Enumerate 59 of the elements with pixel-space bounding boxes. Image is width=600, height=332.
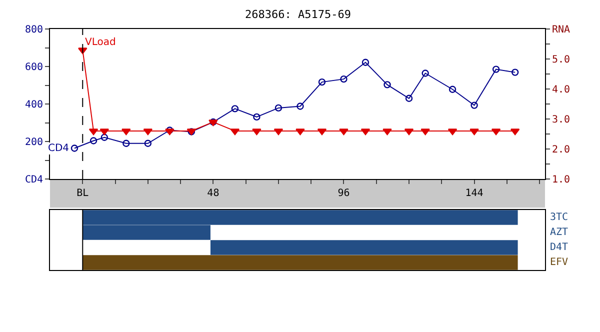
point xyxy=(511,68,519,76)
series-label: VLoad xyxy=(85,37,116,48)
point xyxy=(382,128,392,136)
point xyxy=(420,128,430,136)
point xyxy=(100,128,110,136)
point xyxy=(470,128,479,136)
point xyxy=(296,102,304,110)
y2-tick-label: 2.0 xyxy=(552,144,570,156)
x-tick-label: BL xyxy=(76,188,89,199)
point xyxy=(448,128,458,136)
y-tick-label: CD4 xyxy=(24,174,43,186)
point xyxy=(492,66,500,73)
y2-tick-label: 3.0 xyxy=(552,114,570,126)
point xyxy=(448,86,456,93)
x-tick-label: 96 xyxy=(338,188,350,199)
point xyxy=(360,128,370,136)
point xyxy=(339,128,348,136)
point xyxy=(143,128,153,136)
point xyxy=(405,94,413,102)
y-tick-label: AZT xyxy=(550,227,568,238)
x-tick-label: 48 xyxy=(207,188,220,199)
y-tick-label: 400 xyxy=(24,100,43,110)
point xyxy=(252,128,262,136)
point xyxy=(384,81,391,88)
y2-tick-label: 4.0 xyxy=(552,84,570,96)
y-tick-label: EFV xyxy=(550,257,568,268)
y2-tick-label: 5.0 xyxy=(552,54,570,66)
y2-tick-label: RNA xyxy=(552,24,570,36)
point xyxy=(274,128,284,136)
y2-tick-label: 1.0 xyxy=(552,174,570,186)
y-tick-label: D4T xyxy=(550,242,568,253)
point xyxy=(362,58,370,66)
point xyxy=(122,128,131,136)
point xyxy=(88,128,98,136)
point xyxy=(122,140,130,147)
series-label: CD4 xyxy=(48,143,70,154)
y-tick-label: 3TC xyxy=(550,212,568,223)
point xyxy=(510,128,520,136)
point xyxy=(90,137,98,144)
point xyxy=(230,128,240,136)
point xyxy=(422,70,429,77)
point xyxy=(491,128,501,136)
point xyxy=(317,128,327,136)
y-tick-label: 800 xyxy=(24,24,43,36)
point xyxy=(318,78,326,86)
point xyxy=(296,128,305,136)
chart-title: 268366: A5175-69 xyxy=(245,8,351,21)
y-tick-label: 600 xyxy=(24,62,43,73)
x-tick-label: 144 xyxy=(465,188,484,199)
point xyxy=(470,102,478,109)
y-tick-label: 200 xyxy=(24,137,43,148)
point xyxy=(70,144,78,152)
point xyxy=(340,75,348,83)
point xyxy=(274,104,282,112)
point xyxy=(404,128,414,136)
point xyxy=(231,105,239,112)
point xyxy=(100,134,108,141)
point xyxy=(253,113,260,121)
point xyxy=(144,140,152,147)
